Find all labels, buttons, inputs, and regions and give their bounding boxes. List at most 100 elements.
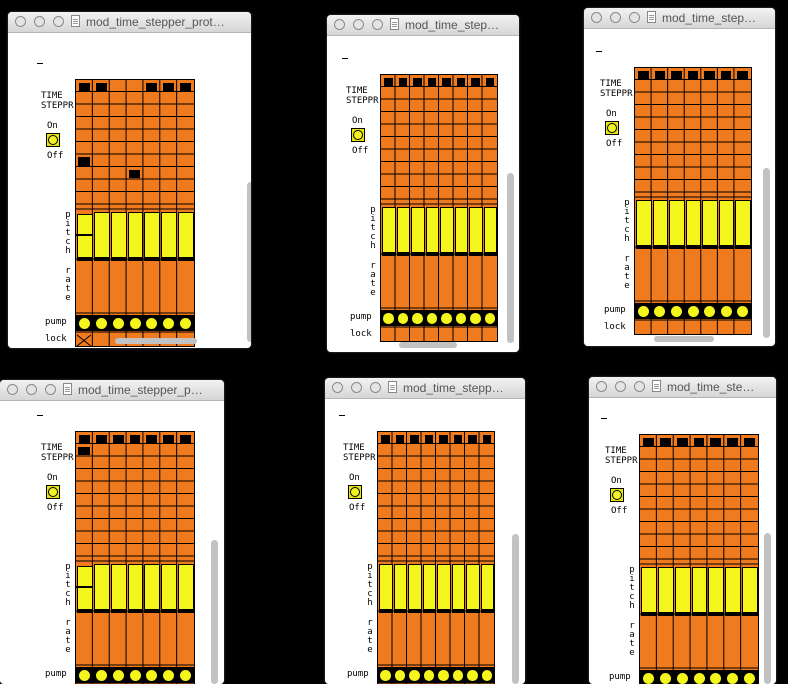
step-toggle[interactable] bbox=[395, 435, 404, 443]
step-toggle[interactable] bbox=[424, 435, 433, 443]
step-toggle[interactable] bbox=[180, 435, 191, 443]
pitch-slider[interactable] bbox=[110, 564, 127, 610]
pump-button[interactable] bbox=[111, 669, 125, 682]
vertical-scrollbar[interactable] bbox=[512, 534, 519, 684]
vertical-scrollbar[interactable] bbox=[211, 540, 218, 684]
step-toggle[interactable] bbox=[471, 78, 480, 86]
step-toggle[interactable] bbox=[95, 83, 107, 91]
horizontal-scrollbar[interactable] bbox=[399, 342, 457, 348]
step-toggle[interactable] bbox=[413, 78, 422, 86]
pitch-slider[interactable] bbox=[702, 200, 718, 246]
pitch-slider[interactable] bbox=[718, 200, 735, 246]
pump-button[interactable] bbox=[480, 669, 493, 682]
pitch-slider[interactable] bbox=[178, 212, 194, 258]
pitch-slider[interactable] bbox=[469, 207, 483, 253]
pump-button[interactable] bbox=[179, 669, 193, 682]
vertical-scrollbar[interactable] bbox=[763, 168, 770, 338]
step-toggle[interactable] bbox=[180, 83, 191, 91]
pump-button[interactable] bbox=[636, 305, 650, 318]
pitch-slider[interactable] bbox=[425, 207, 439, 253]
step-toggle[interactable] bbox=[482, 435, 491, 443]
pitch-slider[interactable] bbox=[161, 564, 178, 610]
pump-button[interactable] bbox=[77, 317, 91, 330]
pump-button[interactable] bbox=[440, 312, 453, 325]
window-titlebar[interactable]: mod_time_step… bbox=[327, 15, 519, 36]
pitch-slider[interactable] bbox=[178, 564, 194, 610]
pump-button[interactable] bbox=[736, 305, 750, 318]
pump-button[interactable] bbox=[145, 669, 159, 682]
zoom-button[interactable] bbox=[634, 381, 645, 392]
step-grid[interactable] bbox=[639, 434, 759, 684]
on-off-toggle[interactable] bbox=[351, 128, 365, 142]
pitch-slider[interactable] bbox=[93, 564, 110, 610]
step-toggle[interactable] bbox=[744, 438, 755, 446]
patcher-window[interactable]: mod_time_stepper_prot… TIME STEPPR On Off pit… bbox=[8, 12, 251, 348]
pump-button[interactable] bbox=[743, 672, 757, 684]
pitch-slider[interactable] bbox=[422, 564, 436, 610]
horizontal-scrollbar[interactable] bbox=[654, 336, 714, 342]
pump-button[interactable] bbox=[94, 317, 108, 330]
pump-button[interactable] bbox=[437, 669, 450, 682]
step-toggle[interactable] bbox=[643, 438, 654, 446]
vertical-scrollbar[interactable] bbox=[507, 173, 514, 343]
step-toggle[interactable] bbox=[654, 71, 666, 79]
step-toggle[interactable] bbox=[163, 83, 175, 91]
step-toggle[interactable] bbox=[710, 438, 722, 446]
pump-button[interactable] bbox=[408, 669, 421, 682]
pitch-slider[interactable] bbox=[652, 200, 669, 246]
pitch-slider[interactable] bbox=[725, 567, 742, 613]
window-titlebar[interactable]: mod_time_stepp… bbox=[325, 378, 525, 399]
close-button[interactable] bbox=[15, 16, 26, 27]
pitch-slider[interactable] bbox=[437, 564, 451, 610]
pump-button[interactable] bbox=[469, 312, 482, 325]
pitch-slider[interactable] bbox=[454, 207, 468, 253]
pitch-slider[interactable] bbox=[77, 566, 93, 612]
on-off-toggle[interactable] bbox=[46, 485, 60, 499]
minimize-button[interactable] bbox=[610, 12, 621, 23]
zoom-button[interactable] bbox=[370, 382, 381, 393]
on-off-toggle[interactable] bbox=[348, 485, 362, 499]
window-titlebar[interactable]: mod_time_step… bbox=[584, 8, 775, 29]
step-toggle[interactable] bbox=[704, 71, 715, 79]
pitch-slider[interactable] bbox=[408, 564, 422, 610]
pump-button[interactable] bbox=[422, 669, 435, 682]
step-toggle[interactable] bbox=[456, 78, 465, 86]
step-toggle[interactable] bbox=[671, 71, 682, 79]
pitch-slider[interactable] bbox=[636, 200, 652, 246]
pump-button[interactable] bbox=[686, 305, 700, 318]
step-toggle[interactable] bbox=[95, 435, 107, 443]
pump-button[interactable] bbox=[396, 312, 409, 325]
pump-button[interactable] bbox=[466, 669, 479, 682]
step-mark[interactable] bbox=[78, 446, 90, 455]
patcher-window[interactable]: mod_time_ste… TIME STEPPR On Off pitch rate pum… bbox=[589, 377, 776, 684]
on-off-toggle[interactable] bbox=[610, 488, 624, 502]
close-button[interactable] bbox=[334, 19, 345, 30]
step-toggle[interactable] bbox=[381, 435, 390, 443]
step-toggle[interactable] bbox=[129, 435, 141, 443]
pitch-slider[interactable] bbox=[382, 207, 396, 253]
step-toggle[interactable] bbox=[468, 435, 477, 443]
step-toggle[interactable] bbox=[638, 71, 649, 79]
pitch-slider[interactable] bbox=[685, 200, 702, 246]
pump-button[interactable] bbox=[94, 669, 108, 682]
horizontal-scrollbar[interactable] bbox=[115, 338, 197, 344]
step-toggle[interactable] bbox=[485, 78, 494, 86]
patcher-window[interactable]: mod_time_step… TIME STEPPR On Off pitch rate pu… bbox=[584, 8, 775, 346]
step-toggle[interactable] bbox=[146, 435, 158, 443]
step-toggle[interactable] bbox=[427, 78, 436, 86]
step-toggle[interactable] bbox=[737, 71, 748, 79]
pitch-slider[interactable] bbox=[483, 207, 497, 253]
pump-button[interactable] bbox=[454, 312, 467, 325]
window-titlebar[interactable]: mod_time_stepper_prot… bbox=[8, 12, 251, 33]
pump-button[interactable] bbox=[653, 305, 667, 318]
pump-button[interactable] bbox=[393, 669, 406, 682]
pump-button[interactable] bbox=[719, 305, 733, 318]
pitch-slider[interactable] bbox=[669, 200, 685, 246]
pitch-slider[interactable] bbox=[411, 207, 425, 253]
step-toggle[interactable] bbox=[384, 78, 393, 86]
pump-button[interactable] bbox=[709, 672, 723, 684]
